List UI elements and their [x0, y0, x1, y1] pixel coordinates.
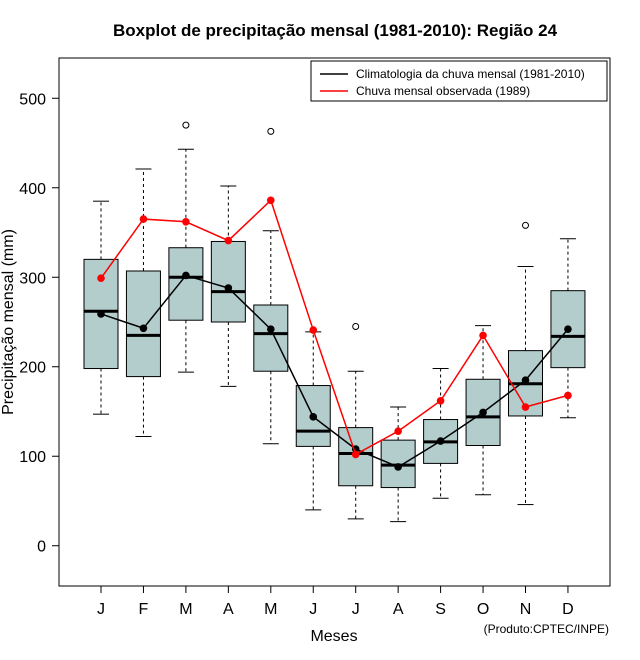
boxes-group: [83, 121, 586, 523]
outlier-point: [267, 127, 275, 135]
series-point-1: [139, 215, 148, 223]
y-tick-label: 0: [37, 539, 46, 556]
series-point-1: [97, 274, 105, 282]
box-iqr: [168, 247, 204, 321]
box-F: [125, 168, 161, 438]
y-axis-label: Precipitação mensal (mm): [0, 229, 17, 415]
x-axis-label: Meses: [310, 628, 357, 645]
series-point-0: [564, 325, 572, 333]
credit-text: (Produto:CPTEC/INPE): [484, 622, 609, 636]
x-tick-label: D: [562, 601, 574, 618]
series-point-0: [139, 324, 148, 333]
x-tick-label: A: [223, 601, 234, 618]
legend-box: [310, 60, 608, 102]
box-N: [508, 221, 543, 506]
box-M: [253, 127, 289, 445]
outlier-point: [522, 221, 529, 229]
series-point-0: [97, 310, 105, 318]
box-A: [210, 185, 246, 387]
box-J: [83, 200, 119, 415]
x-tick-label: A: [393, 601, 404, 618]
series-point-0: [182, 271, 190, 280]
y-tick-label: 500: [19, 91, 46, 108]
x-tick-label: F: [139, 601, 149, 618]
legend-label-climatologia: Climatologia da chuva mensal (1981-2010): [356, 67, 585, 81]
y-tick-label: 100: [19, 449, 46, 466]
series-point-0: [394, 463, 402, 471]
box-iqr: [210, 240, 246, 323]
series-point-1: [479, 331, 487, 340]
x-tick-label: S: [435, 601, 446, 618]
x-tick-label: J: [309, 601, 317, 618]
outlier-point: [182, 121, 190, 129]
x-tick-label: J: [97, 601, 105, 618]
series-line-1: [100, 198, 569, 456]
series-point-1: [564, 391, 572, 400]
series-point-0: [436, 437, 445, 445]
plot-frame: [58, 57, 611, 587]
y-tick-label: 200: [19, 360, 46, 377]
series-point-1: [394, 427, 402, 435]
series-lines-group: [97, 196, 572, 471]
series-point-1: [309, 326, 318, 334]
x-tick-label: M: [264, 601, 277, 618]
series-point-0: [267, 325, 275, 333]
box-J: [295, 331, 331, 511]
series-point-1: [521, 403, 530, 411]
series-point-1: [224, 236, 233, 245]
x-tick-label: N: [520, 601, 532, 618]
x-tick-label: M: [179, 601, 192, 618]
box-iqr: [253, 304, 289, 372]
series-point-0: [479, 408, 487, 417]
series-point-1: [267, 196, 275, 205]
box-M: [168, 121, 204, 373]
y-tick-label: 300: [19, 270, 46, 287]
series-point-1: [351, 450, 360, 459]
legend: Climatologia da chuva mensal (1981-2010)…: [310, 60, 608, 102]
series-line-0: [100, 274, 569, 468]
series-point-0: [224, 284, 233, 292]
chart-title: Boxplot de precipitação mensal (1981-201…: [113, 21, 558, 40]
outlier-point: [352, 322, 360, 330]
series-point-0: [521, 376, 530, 384]
y-axis: 0 100 200 300 400 500: [19, 91, 59, 556]
series-point-1: [436, 396, 445, 405]
legend-label-observada: Chuva mensal observada (1989): [356, 84, 530, 98]
x-tick-label: J: [352, 601, 360, 618]
y-tick-label: 400: [19, 181, 46, 198]
series-point-1: [182, 217, 190, 226]
series-point-0: [309, 413, 318, 421]
x-tick-label: O: [477, 601, 489, 618]
